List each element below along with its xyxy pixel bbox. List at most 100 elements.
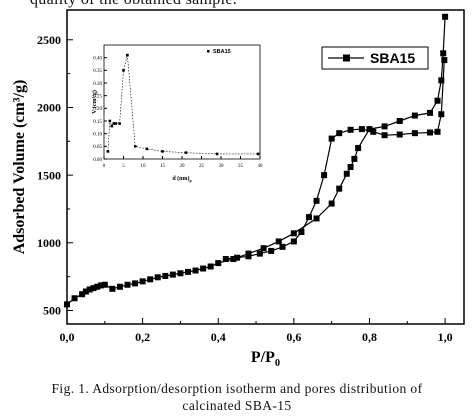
inset-x-tick-label: 30 <box>219 164 225 169</box>
main-data-point <box>336 185 343 192</box>
inset-pore-distribution-chart: 0 5 10 15 20 25 30 35 40 0.00 0.05 0.10 0.15 0.20 0.25… <box>84 39 268 183</box>
main-data-point <box>358 126 365 133</box>
main-data-point <box>90 285 97 292</box>
main-data-point <box>234 254 241 261</box>
main-y-axis-title: Adsorbed Volume (cm³/g) <box>11 80 28 255</box>
main-data-point <box>298 228 305 235</box>
main-data-point <box>154 274 161 281</box>
main-data-point <box>82 288 89 295</box>
main-x-tick-label: 0,8 <box>362 330 377 344</box>
inset-data-point <box>118 122 121 125</box>
main-data-point <box>313 197 320 204</box>
main-data-point <box>328 135 335 142</box>
main-data-point <box>94 283 101 290</box>
figure: 0,0 0,2 0,4 0,6 0,8 1,0 500 1000 1500 2000 2500 P/P… <box>11 9 465 369</box>
inset-data-point <box>215 152 219 156</box>
main-data-point <box>438 111 445 118</box>
inset-y-axis-title: V (cm³/g) <box>91 90 98 114</box>
main-data-point <box>336 130 343 137</box>
main-data-point <box>279 243 286 250</box>
main-data-point <box>313 215 320 222</box>
main-data-point <box>109 285 116 292</box>
main-data-point <box>207 263 214 270</box>
inset-data-point <box>122 69 125 72</box>
main-data-point <box>268 247 275 254</box>
inset-x-tick-label: 10 <box>141 164 147 169</box>
main-data-point <box>396 131 403 138</box>
main-y-tick-label: 2500 <box>37 33 61 47</box>
main-y-tick-label: 500 <box>43 304 61 318</box>
main-y-tick-label: 2000 <box>37 101 61 115</box>
inset-y-tick-label: 0.00 <box>93 158 102 163</box>
main-data-point <box>132 280 139 287</box>
inset-y-tick-label: 0.40 <box>93 56 102 61</box>
main-data-point <box>290 230 297 237</box>
main-data-point <box>275 238 282 245</box>
main-isotherm-chart: 0,0 0,2 0,4 0,6 0,8 1,0 500 1000 1500 2000 2500 P/P… <box>11 9 465 369</box>
main-data-point <box>328 200 335 207</box>
main-data-point <box>147 276 154 283</box>
inset-y-tick-label: 0.10 <box>93 132 102 137</box>
caption-line-2: calcinated SBA-15 <box>182 398 292 413</box>
main-y-tick-label: 1500 <box>37 168 61 182</box>
inset-x-tick-label: 20 <box>180 164 186 169</box>
main-data-point <box>256 250 263 257</box>
main-data-point <box>290 238 297 245</box>
main-data-point <box>184 268 191 275</box>
main-data-point <box>260 245 267 252</box>
main-legend-label: SBA15 <box>370 50 415 66</box>
main-data-point <box>222 256 229 263</box>
inset-y-tick-label: 0.05 <box>93 145 102 150</box>
main-data-point <box>366 126 373 133</box>
inset-data-point <box>106 150 110 153</box>
inset-x-tick-label: 0 <box>103 164 106 169</box>
main-data-point <box>169 271 176 278</box>
main-data-point <box>426 109 433 116</box>
main-data-point <box>177 270 184 277</box>
inset-x-tick-label: 40 <box>258 164 264 169</box>
main-data-point <box>230 256 237 263</box>
main-data-point <box>124 281 131 288</box>
inset-x-tick-label: 35 <box>238 164 244 169</box>
main-data-point <box>116 283 123 290</box>
main-data-point <box>426 129 433 136</box>
inset-x-axis-title: d (nm)p <box>172 175 191 183</box>
inset-data-point <box>133 145 137 148</box>
inset-y-tick-label: 0.25 <box>93 94 102 99</box>
main-x-tick-label: 1,0 <box>438 330 453 344</box>
main-data-point <box>381 132 388 139</box>
inset-data-point <box>184 151 188 154</box>
main-x-tick-label: 0,0 <box>60 330 75 344</box>
inset-data-point <box>161 150 164 153</box>
figure-caption: Fig. 1. Adsorption/desorption isotherm a… <box>0 380 474 414</box>
main-data-point <box>347 126 354 133</box>
main-data-point <box>441 57 448 64</box>
main-data-point <box>351 155 358 162</box>
caption-line-1: Fig. 1. Adsorption/desorption isotherm a… <box>51 381 423 396</box>
inset-data-point <box>145 147 149 151</box>
inset-y-tick-label: 0.20 <box>93 107 102 112</box>
main-data-point <box>321 172 328 179</box>
main-x-axis-title: P/P0 <box>251 349 280 369</box>
inset-legend-marker <box>207 50 210 53</box>
main-data-point <box>355 145 362 152</box>
main-data-point <box>442 13 449 20</box>
main-data-point <box>71 295 78 302</box>
main-data-point <box>215 260 222 267</box>
main-data-point <box>396 117 403 124</box>
main-data-point <box>86 286 93 293</box>
inset-x-tick-label: 5 <box>122 164 125 169</box>
inset-x-tick-label: 25 <box>199 164 205 169</box>
inset-y-tick-label: 0.15 <box>93 120 102 125</box>
main-data-point <box>381 123 388 130</box>
main-x-tick-label: 0,2 <box>135 330 150 344</box>
inset-legend-label: SBA15 <box>213 49 231 55</box>
main-plot-frame <box>66 9 465 325</box>
inset-data-point <box>112 122 116 125</box>
main-data-point <box>411 112 418 119</box>
inset-data-point <box>114 122 117 125</box>
main-data-point <box>139 278 146 285</box>
main-data-point <box>64 301 70 308</box>
main-data-point <box>434 128 441 135</box>
main-data-point <box>79 291 86 298</box>
